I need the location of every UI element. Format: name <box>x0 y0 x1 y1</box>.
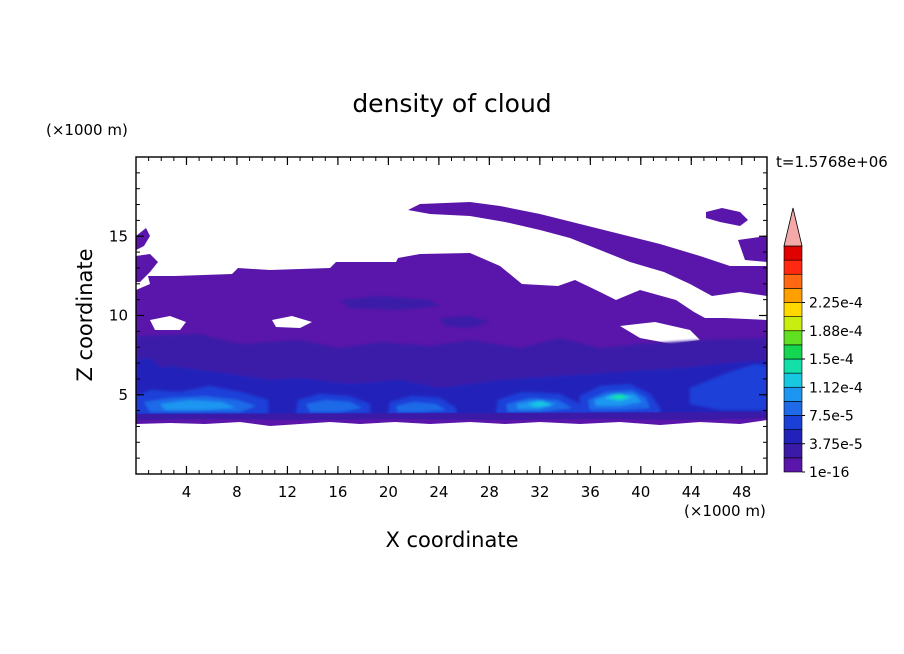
colorbar-swatch <box>783 372 803 388</box>
colorbar-swatch <box>783 401 803 416</box>
x-tick-label: 28 <box>480 483 499 501</box>
cloud-region-left-fragment <box>136 228 150 250</box>
colorbar-label: 1.12e-4 <box>809 380 863 396</box>
time-label: t=1.5768e+06 <box>776 153 888 171</box>
x-tick-label: 36 <box>581 483 600 501</box>
cloud-band-level-3 <box>136 358 160 378</box>
cloud-band-level-4 <box>690 364 767 410</box>
density-field <box>136 202 767 426</box>
colorbar-swatch <box>783 344 803 360</box>
colorbar-swatch <box>783 358 803 374</box>
y-axis-ticks: 5 10 15 <box>109 172 767 459</box>
x-unit-label: (×1000 m) <box>684 502 766 520</box>
x-tick-label: 8 <box>232 483 242 501</box>
x-tick-label: 16 <box>328 483 347 501</box>
cloud-band-base <box>136 412 767 420</box>
x-tick-label: 24 <box>429 483 448 501</box>
colorbar-label: 1e-16 <box>809 465 849 481</box>
colorbar-label: 2.25e-4 <box>809 296 863 312</box>
colorbar: 1e-16 3.75e-5 7.5e-5 1.12e-4 1.5e-4 1.88e-4 2.… <box>783 207 863 481</box>
x-tick-label: 32 <box>530 483 549 501</box>
colorbar-swatch <box>783 316 803 332</box>
cloud-region-upper-right-fragment <box>706 208 748 226</box>
cloud-band-level-7 <box>528 401 552 407</box>
x-tick-label: 48 <box>732 483 751 501</box>
x-axis-ticks: 4 8 12 16 20 24 28 32 36 40 44 48 <box>148 157 755 501</box>
x-tick-label: 44 <box>682 483 701 501</box>
y-tick-label: 15 <box>109 227 128 245</box>
cloud-band-level-6 <box>160 400 236 410</box>
x-tick-label: 4 <box>182 483 192 501</box>
y-axis-title: Z coordinate <box>73 248 97 381</box>
cloud-band-level-2 <box>340 296 440 310</box>
colorbar-swatch <box>783 273 803 289</box>
colorbar-extend-arrow <box>783 207 803 247</box>
colorbar-swatch <box>783 415 803 430</box>
y-tick-label: 5 <box>118 386 128 404</box>
y-unit-label: (×1000 m) <box>46 121 128 139</box>
cloud-region-left-fragment <box>136 254 158 282</box>
colorbar-swatch <box>783 457 803 473</box>
cloud-gap <box>150 316 186 330</box>
cloud-band-level-5 <box>306 400 362 412</box>
colorbar-swatch <box>783 386 803 402</box>
colorbar-swatch <box>783 302 803 317</box>
colorbar-label: 1.88e-4 <box>809 324 863 340</box>
x-tick-label: 12 <box>278 483 297 501</box>
chart-title: density of cloud <box>352 89 551 118</box>
cloud-gap <box>620 322 700 344</box>
colorbar-swatch <box>783 443 803 459</box>
colorbar-swatch <box>783 330 803 346</box>
colorbar-label: 7.5e-5 <box>809 409 854 425</box>
y-tick-label: 10 <box>109 307 128 325</box>
colorbar-label: 1.5e-4 <box>809 352 854 368</box>
colorbar-label: 3.75e-5 <box>809 437 863 453</box>
cloud-region-right-upper <box>738 236 767 262</box>
x-tick-label: 40 <box>631 483 650 501</box>
colorbar-swatch <box>783 429 803 445</box>
x-tick-label: 20 <box>379 483 398 501</box>
cloud-band-level-8 <box>610 394 628 399</box>
colorbar-swatch <box>783 288 803 303</box>
cloud-band-level-5 <box>396 402 446 412</box>
colorbar-swatch <box>783 259 803 275</box>
colorbar-swatch <box>783 245 803 261</box>
cloud-band-level-2 <box>440 316 490 328</box>
x-axis-title: X coordinate <box>385 528 518 552</box>
cloud-region-upper-layer <box>408 202 767 296</box>
cloud-gap <box>272 316 312 328</box>
